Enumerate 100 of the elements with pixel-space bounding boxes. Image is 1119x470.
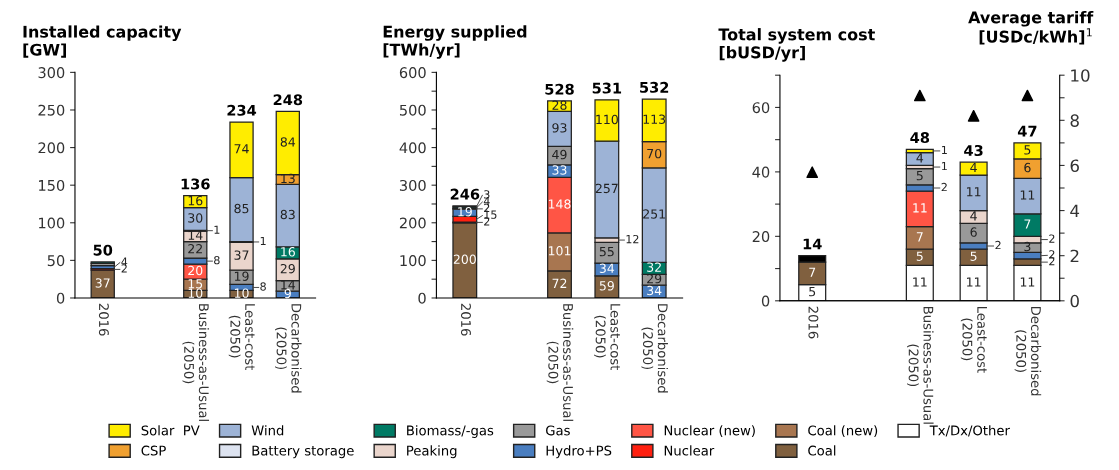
y-tick-label: 0 xyxy=(418,292,426,304)
x-tick-label: Business-as-Usual (2050) xyxy=(907,306,934,424)
x-tick-label: Decarbonised (2050) xyxy=(1014,306,1042,396)
data-label: 4 xyxy=(970,211,977,221)
x-tick-label: 2016 xyxy=(460,303,471,336)
data-label: 11 xyxy=(1020,190,1035,200)
total-label: 234 xyxy=(227,104,257,116)
legend-label: Wind xyxy=(251,425,284,436)
data-label: 8 xyxy=(260,282,266,291)
data-label: 16 xyxy=(281,247,295,257)
x-tick-label: 2016 xyxy=(808,306,819,339)
data-label: 11 xyxy=(967,187,981,197)
data-label: 1 xyxy=(942,145,947,154)
data-label: 2 xyxy=(121,264,127,273)
total-label: 246 xyxy=(450,188,480,200)
y-tick-label: 250 xyxy=(38,104,65,116)
total-label: 47 xyxy=(1017,125,1037,137)
y2-axis-title: Average tariff [USDc/kWh]$^{1}$ xyxy=(968,11,1094,45)
data-label: 11 xyxy=(913,277,927,287)
legend-label: Coal (new) xyxy=(808,425,878,437)
x-tick-label: Decarbonised (2050) xyxy=(641,304,668,393)
y-tick-label: 300 xyxy=(38,67,65,79)
y-tick-label: 20 xyxy=(752,231,770,243)
y2-tick-label: 6 xyxy=(1070,159,1079,173)
data-label: 74 xyxy=(234,144,249,154)
data-label: 110 xyxy=(596,114,618,125)
y-tick-label: 300 xyxy=(399,179,426,191)
total-label: 528 xyxy=(545,83,574,95)
data-label: 72 xyxy=(552,278,567,288)
data-label: 6 xyxy=(970,227,977,237)
data-label: 34 xyxy=(647,285,662,296)
y-tick-label: 100 xyxy=(39,217,65,229)
x-tick-label: Least-cost (2050) xyxy=(228,304,255,371)
x-tick-label: Business-as-Usual (2050) xyxy=(546,304,574,421)
data-label: 2 xyxy=(1049,250,1055,259)
x-tick-label: Least-cost (2050) xyxy=(594,304,621,371)
data-label: 200 xyxy=(453,254,476,265)
data-label: 251 xyxy=(643,209,665,219)
data-label: 7 xyxy=(809,267,816,277)
x-tick-label: Decarbonised (2050) xyxy=(275,304,302,393)
data-label: 5 xyxy=(970,251,977,261)
data-label: 85 xyxy=(234,203,249,214)
y-tick-label: 400 xyxy=(399,142,426,154)
y-tick-label: 150 xyxy=(39,179,65,191)
data-label: 37 xyxy=(234,250,249,260)
data-label: 6 xyxy=(1024,162,1031,173)
data-label: 33 xyxy=(552,165,567,175)
data-label: 14 xyxy=(188,230,203,240)
data-label: 2 xyxy=(484,203,490,212)
legend-label: Peaking xyxy=(407,445,457,459)
data-label: 10 xyxy=(234,288,249,298)
data-label: 5 xyxy=(1024,145,1031,155)
data-label: 83 xyxy=(280,209,295,220)
data-label: 3 xyxy=(484,190,490,199)
y2-tick-label: 10 xyxy=(1071,69,1090,82)
legend-label: Coal xyxy=(808,445,836,456)
chart-title: Installed capacity [GW] xyxy=(23,25,182,58)
data-label: 2 xyxy=(484,217,490,226)
data-label: 93 xyxy=(552,123,567,133)
data-label: 22 xyxy=(188,244,202,254)
data-label: 29 xyxy=(280,263,295,274)
data-label: 2 xyxy=(1049,256,1055,266)
total-label: 532 xyxy=(640,81,669,93)
total-label: 43 xyxy=(964,144,983,157)
data-label: 2 xyxy=(995,240,1001,250)
y2-tick-label: 0 xyxy=(1070,294,1079,308)
data-label: 30 xyxy=(188,213,203,223)
data-label: 20 xyxy=(188,265,203,276)
y-tick-label: 200 xyxy=(38,142,65,154)
data-label: 11 xyxy=(1020,277,1035,287)
y-tick-label: 500 xyxy=(399,104,426,116)
y-tick-label: 200 xyxy=(399,217,426,229)
data-label: 7 xyxy=(1024,219,1031,229)
y-tick-label: 60 xyxy=(752,102,770,114)
data-label: 3 xyxy=(1024,241,1031,252)
y-tick-label: 50 xyxy=(47,255,65,267)
data-label: 59 xyxy=(599,281,614,291)
data-label: 34 xyxy=(599,263,615,274)
chart-title: Total system cost [bUSD/yr] xyxy=(718,28,875,62)
data-label: 1 xyxy=(260,236,266,246)
total-label: 14 xyxy=(803,238,822,250)
data-label: 2 xyxy=(1049,234,1055,243)
legend-label: Hydro+PS xyxy=(546,445,612,459)
data-label: 12 xyxy=(626,234,639,244)
y-tick-label: 600 xyxy=(399,67,426,79)
legend-label: Tx/Dx/Other xyxy=(929,425,1010,437)
total-label: 50 xyxy=(93,244,113,256)
legend-label: Battery storage xyxy=(252,445,354,459)
total-label: 248 xyxy=(273,94,303,106)
legend-label: Nuclear (new) xyxy=(664,425,755,437)
data-label: 4 xyxy=(483,197,490,206)
data-label: 4 xyxy=(970,163,977,173)
data-label: 32 xyxy=(647,262,661,272)
data-label: 84 xyxy=(280,137,296,147)
total-label: 136 xyxy=(181,178,210,190)
y-tick-label: 40 xyxy=(752,166,770,178)
data-label: 2 xyxy=(941,182,947,192)
y-tick-label: 0 xyxy=(56,292,65,304)
data-label: 16 xyxy=(188,195,203,206)
data-label: 148 xyxy=(548,199,571,209)
